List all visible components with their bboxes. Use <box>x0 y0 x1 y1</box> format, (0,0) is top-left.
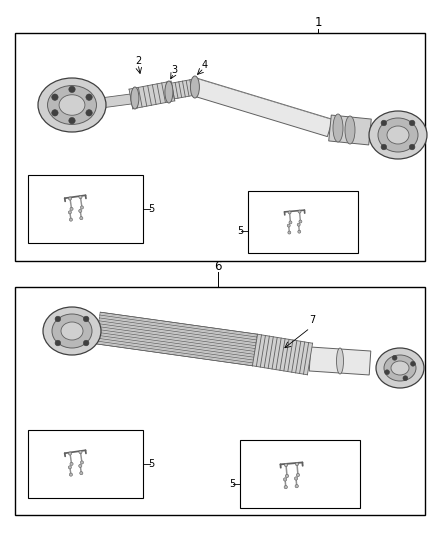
Circle shape <box>52 110 58 116</box>
Circle shape <box>86 110 92 116</box>
Bar <box>248 191 358 253</box>
Circle shape <box>52 94 58 100</box>
Circle shape <box>83 316 89 322</box>
Circle shape <box>297 223 300 226</box>
Bar <box>15 33 425 261</box>
Circle shape <box>288 211 291 214</box>
Circle shape <box>298 210 301 213</box>
Ellipse shape <box>336 348 343 374</box>
Text: 5: 5 <box>237 226 243 236</box>
Ellipse shape <box>378 118 418 152</box>
Circle shape <box>392 356 397 360</box>
Polygon shape <box>96 312 257 366</box>
Circle shape <box>385 370 389 375</box>
Circle shape <box>410 144 415 150</box>
Circle shape <box>295 484 298 488</box>
Circle shape <box>299 220 302 223</box>
Polygon shape <box>129 81 175 109</box>
Text: 3: 3 <box>171 65 177 75</box>
Circle shape <box>294 477 298 480</box>
Bar <box>15 287 425 515</box>
Circle shape <box>80 472 83 475</box>
Ellipse shape <box>376 348 424 388</box>
Circle shape <box>70 462 73 465</box>
Polygon shape <box>252 334 313 375</box>
Circle shape <box>55 316 60 322</box>
Circle shape <box>298 230 301 233</box>
Circle shape <box>68 197 72 200</box>
Bar <box>28 175 143 243</box>
Text: 5: 5 <box>229 479 235 489</box>
Polygon shape <box>192 78 332 136</box>
Circle shape <box>79 464 82 467</box>
Ellipse shape <box>59 95 85 115</box>
Text: 2: 2 <box>135 56 141 66</box>
Circle shape <box>287 224 290 227</box>
Circle shape <box>297 473 300 477</box>
Text: 5: 5 <box>148 459 154 469</box>
Circle shape <box>68 452 72 455</box>
Text: 6: 6 <box>214 260 222 272</box>
Ellipse shape <box>345 116 355 144</box>
Polygon shape <box>100 94 131 108</box>
Circle shape <box>410 361 415 366</box>
Ellipse shape <box>191 76 199 98</box>
Circle shape <box>68 211 71 214</box>
Bar <box>240 440 360 508</box>
Polygon shape <box>309 347 371 375</box>
Circle shape <box>55 340 60 346</box>
Circle shape <box>83 340 89 346</box>
Polygon shape <box>171 79 196 99</box>
Circle shape <box>69 117 75 124</box>
Circle shape <box>285 474 289 478</box>
Circle shape <box>289 221 292 224</box>
Circle shape <box>288 231 291 234</box>
Text: 4: 4 <box>202 60 208 70</box>
Circle shape <box>69 218 72 221</box>
Text: 5: 5 <box>148 204 154 214</box>
Text: 1: 1 <box>314 17 322 29</box>
Ellipse shape <box>384 355 416 381</box>
Ellipse shape <box>391 361 409 375</box>
Ellipse shape <box>47 86 96 124</box>
Circle shape <box>381 120 387 126</box>
Circle shape <box>68 466 71 469</box>
Ellipse shape <box>369 111 427 159</box>
Circle shape <box>284 463 288 467</box>
Ellipse shape <box>43 307 101 355</box>
Ellipse shape <box>333 114 343 142</box>
Text: 7: 7 <box>309 315 315 325</box>
Circle shape <box>80 461 84 464</box>
Circle shape <box>69 473 72 476</box>
Circle shape <box>80 206 84 209</box>
Circle shape <box>79 196 82 199</box>
Circle shape <box>79 209 82 213</box>
Bar <box>28 430 143 498</box>
Ellipse shape <box>165 81 173 103</box>
Ellipse shape <box>131 87 139 109</box>
Circle shape <box>283 478 287 481</box>
Circle shape <box>80 216 83 220</box>
Circle shape <box>403 376 408 381</box>
Circle shape <box>69 86 75 93</box>
Polygon shape <box>328 115 371 145</box>
Circle shape <box>295 463 299 466</box>
Circle shape <box>86 94 92 100</box>
Circle shape <box>381 144 387 150</box>
Ellipse shape <box>52 314 92 348</box>
Circle shape <box>410 120 415 126</box>
Ellipse shape <box>387 126 409 144</box>
Circle shape <box>70 207 73 211</box>
Ellipse shape <box>38 78 106 132</box>
Circle shape <box>79 450 82 454</box>
Ellipse shape <box>61 322 83 340</box>
Circle shape <box>284 486 287 489</box>
